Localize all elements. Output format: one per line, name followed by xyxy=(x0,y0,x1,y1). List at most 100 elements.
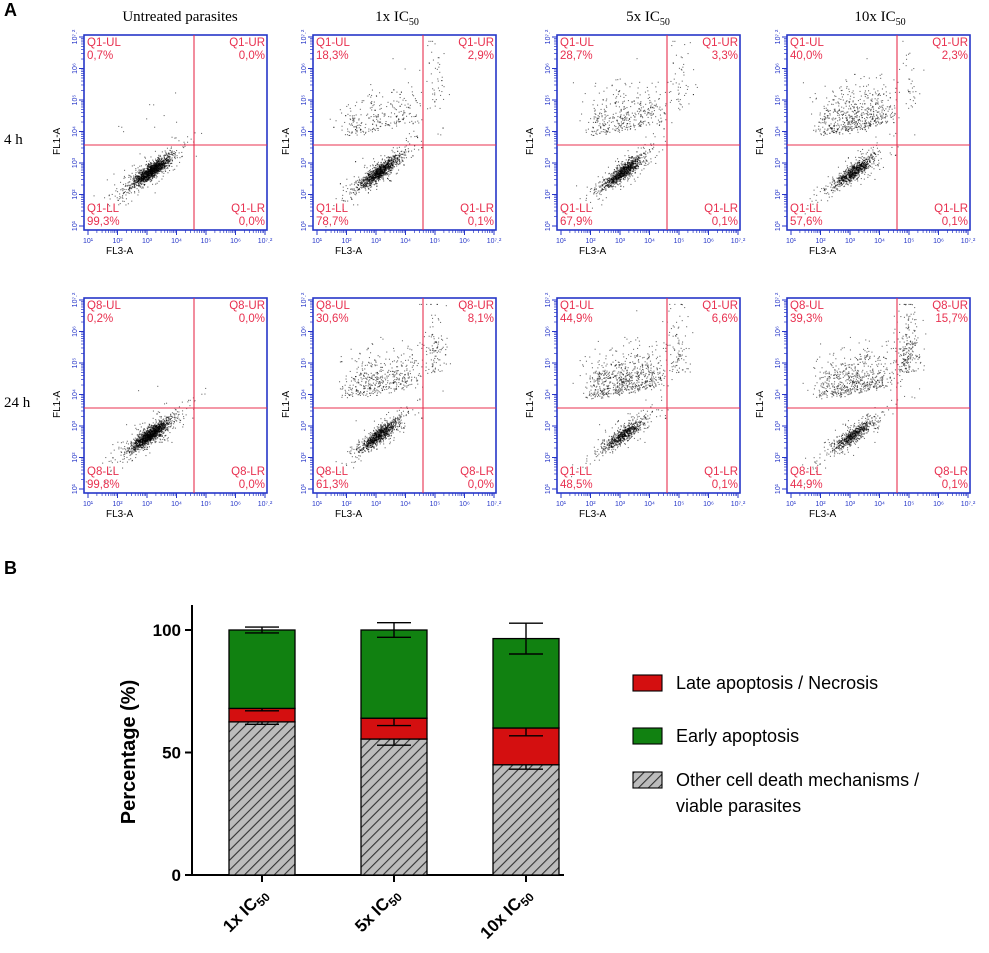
data-point xyxy=(630,174,632,176)
data-point xyxy=(174,153,176,155)
data-point xyxy=(349,184,351,186)
data-point xyxy=(119,193,121,195)
data-point xyxy=(400,161,402,163)
x-tick-label: 10⁴ xyxy=(171,238,182,245)
data-point xyxy=(163,165,165,167)
data-point xyxy=(616,181,618,183)
data-point xyxy=(600,186,602,188)
data-point xyxy=(441,76,443,78)
data-point xyxy=(393,89,395,91)
data-point xyxy=(353,126,355,128)
data-point xyxy=(170,153,172,155)
data-point xyxy=(141,173,143,175)
data-point xyxy=(632,159,634,161)
data-point xyxy=(153,175,155,177)
data-point xyxy=(602,131,604,133)
data-point xyxy=(613,177,615,179)
data-point xyxy=(643,121,645,123)
data-point xyxy=(363,185,365,187)
data-point xyxy=(172,169,174,171)
data-point xyxy=(384,165,386,167)
quadrant-lr-name: Q1-LR xyxy=(460,203,494,215)
data-point xyxy=(158,161,160,163)
data-point xyxy=(634,103,636,105)
data-points xyxy=(562,40,698,214)
data-point xyxy=(632,165,634,167)
data-point xyxy=(364,127,366,129)
data-point xyxy=(401,159,403,161)
data-point xyxy=(128,174,130,176)
data-point xyxy=(367,177,369,179)
data-point xyxy=(162,175,164,177)
data-point xyxy=(159,167,161,169)
data-point xyxy=(360,131,362,133)
data-point xyxy=(655,162,657,164)
data-point xyxy=(650,143,652,145)
data-point xyxy=(370,171,372,173)
data-point xyxy=(377,177,379,179)
data-point xyxy=(155,169,157,171)
data-point xyxy=(624,176,626,178)
data-point xyxy=(646,159,648,161)
data-point xyxy=(626,127,628,129)
data-point xyxy=(605,123,607,125)
data-point xyxy=(341,125,343,127)
data-point xyxy=(617,176,619,178)
data-point xyxy=(155,172,157,174)
data-point xyxy=(143,184,145,186)
data-point xyxy=(152,159,154,161)
data-point xyxy=(644,109,646,111)
data-point xyxy=(371,183,373,185)
data-point xyxy=(381,123,383,125)
data-point xyxy=(151,165,153,167)
data-point xyxy=(402,114,404,116)
data-point xyxy=(362,185,364,187)
data-point xyxy=(366,114,368,116)
data-point xyxy=(404,112,406,114)
data-point xyxy=(616,175,618,177)
data-point xyxy=(170,146,172,148)
data-point xyxy=(380,169,382,171)
data-point xyxy=(201,132,203,134)
data-point xyxy=(130,188,132,190)
data-point xyxy=(353,119,355,121)
data-point xyxy=(629,169,631,171)
data-point xyxy=(349,193,351,195)
data-point xyxy=(620,118,622,120)
data-point xyxy=(147,168,149,170)
data-point xyxy=(150,173,152,175)
data-point xyxy=(365,185,367,187)
data-point xyxy=(388,160,390,162)
data-point xyxy=(386,166,388,168)
data-point xyxy=(376,164,378,166)
data-point xyxy=(635,156,637,158)
data-point xyxy=(638,163,640,165)
data-point xyxy=(376,116,378,118)
data-point xyxy=(163,161,165,163)
data-point xyxy=(619,175,621,177)
data-point xyxy=(651,111,653,113)
panel-label-a: A xyxy=(4,0,17,20)
data-point xyxy=(602,189,604,191)
data-point xyxy=(620,172,622,174)
data-point xyxy=(653,143,655,145)
data-point xyxy=(634,129,636,131)
plot-frame xyxy=(83,34,268,231)
data-point xyxy=(599,123,601,125)
data-point xyxy=(138,169,140,171)
data-point xyxy=(640,110,642,112)
x-tick-label: 10² xyxy=(112,238,123,245)
data-point xyxy=(621,169,623,171)
data-point xyxy=(440,134,442,136)
data-point xyxy=(623,108,625,110)
data-point xyxy=(163,163,165,165)
data-point xyxy=(624,164,626,166)
data-point xyxy=(149,172,151,174)
data-point xyxy=(611,176,613,178)
data-point xyxy=(168,158,170,160)
data-point xyxy=(862,148,864,150)
data-point xyxy=(398,146,400,148)
data-point xyxy=(168,160,170,162)
data-point xyxy=(379,168,381,170)
data-point xyxy=(622,178,624,180)
